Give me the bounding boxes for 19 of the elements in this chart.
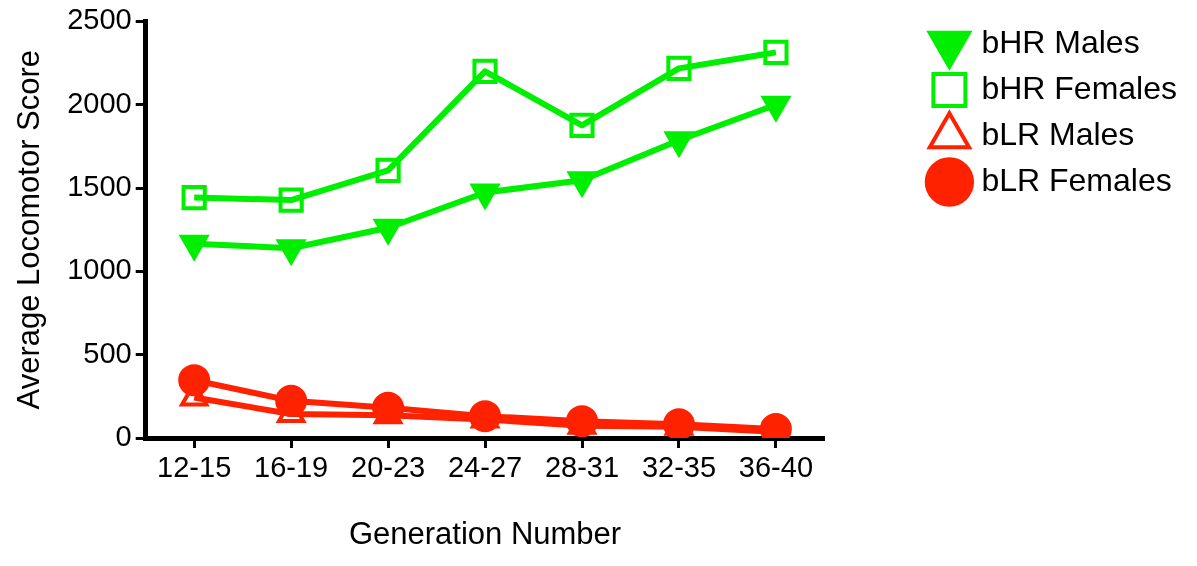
x-tick-label: 20-23 <box>351 451 426 484</box>
x-tick-label: 28-31 <box>544 451 620 484</box>
y-tick-label: 2000 <box>67 86 132 119</box>
y-tick-label: 1000 <box>67 253 132 286</box>
legend-label: bHR Males <box>981 23 1140 60</box>
legend-label: bLR Males <box>981 115 1135 152</box>
x-tick-label: 36-40 <box>738 451 813 484</box>
x-tick-label: 24-27 <box>447 451 523 484</box>
x-axis-title: Generation Number <box>348 515 622 551</box>
y-tick-label: 2500 <box>67 3 132 36</box>
legend-label: bLR Females <box>981 161 1172 198</box>
x-tick-label: 32-35 <box>641 451 717 484</box>
legend-label: bHR Females <box>981 69 1177 106</box>
y-tick-label: 1500 <box>67 170 132 203</box>
x-tick-label: 12-15 <box>157 451 232 484</box>
y-tick-label: 500 <box>83 336 132 369</box>
y-tick-label: 0 <box>115 420 132 452</box>
y-axis-title: Average Locomotor Score <box>11 49 47 410</box>
x-tick-label: 16-19 <box>254 451 329 484</box>
